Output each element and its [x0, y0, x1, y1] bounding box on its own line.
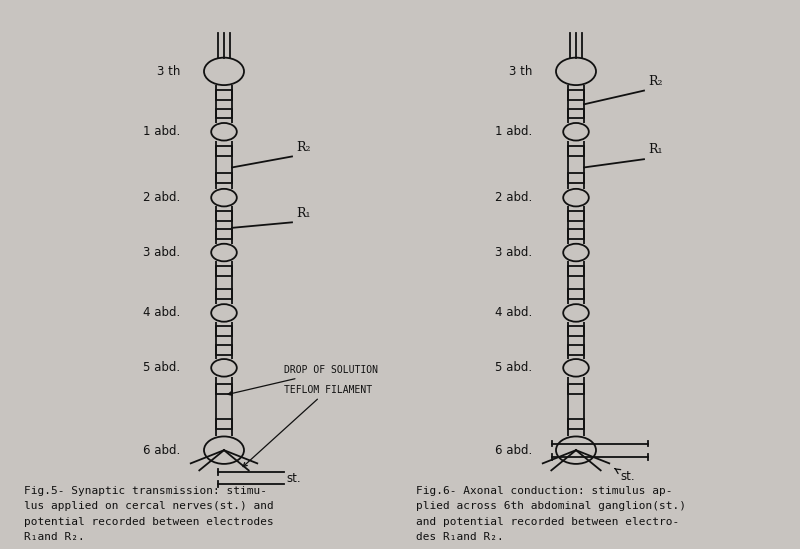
Text: 3 abd.: 3 abd. — [143, 246, 180, 259]
Bar — [568, 419, 584, 429]
Text: 6 abd.: 6 abd. — [494, 444, 532, 457]
Text: 4 abd.: 4 abd. — [494, 306, 532, 320]
Bar — [216, 384, 232, 394]
Text: 5 abd.: 5 abd. — [495, 361, 532, 374]
Bar — [216, 419, 232, 429]
Bar — [568, 345, 584, 355]
Text: 6 abd.: 6 abd. — [142, 444, 180, 457]
Bar — [216, 173, 232, 183]
Text: st.: st. — [286, 472, 301, 485]
Text: R₁and R₂.: R₁and R₂. — [24, 532, 85, 542]
Text: 1 abd.: 1 abd. — [142, 125, 180, 138]
Bar — [216, 266, 232, 276]
Text: lus applied on cercal nerves(st.) and: lus applied on cercal nerves(st.) and — [24, 501, 274, 511]
Text: 5 abd.: 5 abd. — [143, 361, 180, 374]
Text: R₂: R₂ — [648, 75, 662, 88]
Bar — [568, 289, 584, 299]
Text: Fig.6- Axonal conduction: stimulus ap-: Fig.6- Axonal conduction: stimulus ap- — [416, 486, 673, 496]
Bar — [216, 345, 232, 355]
Bar — [568, 89, 584, 99]
Text: R₁: R₁ — [296, 206, 310, 220]
Bar — [568, 147, 584, 156]
Bar — [568, 229, 584, 239]
Bar — [216, 229, 232, 239]
Text: 3 abd.: 3 abd. — [495, 246, 532, 259]
Bar — [568, 173, 584, 183]
Bar — [216, 147, 232, 156]
Text: R₂: R₂ — [296, 141, 310, 154]
Text: 2 abd.: 2 abd. — [142, 191, 180, 204]
Text: 4 abd.: 4 abd. — [142, 306, 180, 320]
Bar — [568, 384, 584, 394]
Bar — [568, 266, 584, 276]
Bar — [216, 89, 232, 99]
Bar — [216, 326, 232, 336]
Bar — [216, 211, 232, 221]
Bar — [216, 109, 232, 119]
Text: 3 th: 3 th — [157, 65, 180, 78]
Text: potential recorded between electrodes: potential recorded between electrodes — [24, 517, 274, 526]
Text: and potential recorded between electro-: and potential recorded between electro- — [416, 517, 679, 526]
Text: 1 abd.: 1 abd. — [494, 125, 532, 138]
Text: R₁: R₁ — [648, 143, 662, 156]
Text: Fig.5- Synaptic transmission: stimu-: Fig.5- Synaptic transmission: stimu- — [24, 486, 267, 496]
Text: st.: st. — [615, 468, 634, 483]
Bar — [568, 326, 584, 336]
Bar — [568, 109, 584, 119]
Text: DROP OF SOLUTION: DROP OF SOLUTION — [228, 365, 378, 395]
Text: des R₁and R₂.: des R₁and R₂. — [416, 532, 504, 542]
Bar — [216, 289, 232, 299]
Text: 2 abd.: 2 abd. — [494, 191, 532, 204]
Text: TEFLOM FILAMENT: TEFLOM FILAMENT — [243, 384, 372, 467]
Text: plied across 6th abdominal ganglion(st.): plied across 6th abdominal ganglion(st.) — [416, 501, 686, 511]
Bar — [568, 211, 584, 221]
Text: 3 th: 3 th — [509, 65, 532, 78]
